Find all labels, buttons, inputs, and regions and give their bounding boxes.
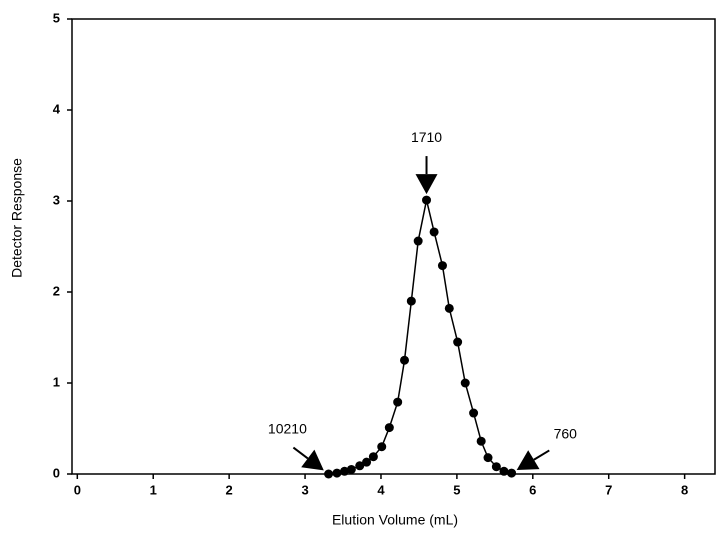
y-tick-label: 2 bbox=[53, 283, 60, 298]
x-tick-label: 8 bbox=[681, 482, 688, 497]
data-point bbox=[346, 464, 356, 474]
annotation-arrow-head bbox=[516, 450, 540, 471]
data-point bbox=[460, 378, 470, 388]
data-point bbox=[422, 195, 432, 205]
data-point bbox=[453, 337, 463, 347]
y-tick-label: 0 bbox=[53, 465, 60, 480]
y-axis-label: Detector Response bbox=[9, 158, 25, 278]
annotation-arrow-shaft bbox=[533, 449, 550, 461]
data-point bbox=[429, 227, 439, 237]
data-point bbox=[444, 303, 454, 313]
data-point bbox=[384, 423, 394, 433]
data-point bbox=[437, 261, 447, 271]
annotation: 760 bbox=[554, 426, 578, 442]
x-tick-label: 0 bbox=[74, 482, 81, 497]
annotation-arrow-shaft bbox=[292, 446, 309, 460]
x-tick-label: 3 bbox=[301, 482, 308, 497]
data-point bbox=[499, 466, 509, 476]
data-point bbox=[362, 457, 372, 467]
data-point bbox=[413, 236, 423, 246]
annotation-arrow-head bbox=[301, 449, 324, 471]
plot-frame bbox=[71, 18, 716, 475]
y-tick-label: 5 bbox=[53, 10, 60, 25]
data-point bbox=[476, 436, 486, 446]
data-point bbox=[393, 397, 403, 407]
data-point bbox=[340, 466, 350, 476]
x-tick-label: 7 bbox=[605, 482, 612, 497]
data-point bbox=[507, 468, 517, 478]
data-point bbox=[491, 462, 501, 472]
annotation: 10210 bbox=[268, 420, 307, 436]
data-point bbox=[469, 408, 479, 418]
x-tick-label: 1 bbox=[150, 482, 157, 497]
data-point bbox=[332, 468, 342, 478]
data-point bbox=[324, 469, 334, 479]
y-tick-label: 4 bbox=[53, 101, 61, 116]
data-point bbox=[368, 452, 378, 462]
y-tick-label: 3 bbox=[53, 192, 60, 207]
x-tick-label: 4 bbox=[377, 482, 385, 497]
data-point bbox=[355, 461, 365, 471]
data-point bbox=[377, 442, 387, 452]
x-tick-label: 6 bbox=[529, 482, 536, 497]
data-point bbox=[406, 296, 416, 306]
data-point bbox=[400, 355, 410, 365]
x-tick-label: 2 bbox=[226, 482, 233, 497]
x-axis-label: Elution Volume (mL) bbox=[332, 512, 458, 528]
x-tick-label: 5 bbox=[453, 482, 460, 497]
data-point bbox=[483, 453, 493, 463]
annotation-arrow-head bbox=[415, 174, 438, 195]
y-tick-label: 1 bbox=[53, 374, 60, 389]
annotation: 1710 bbox=[411, 129, 442, 145]
